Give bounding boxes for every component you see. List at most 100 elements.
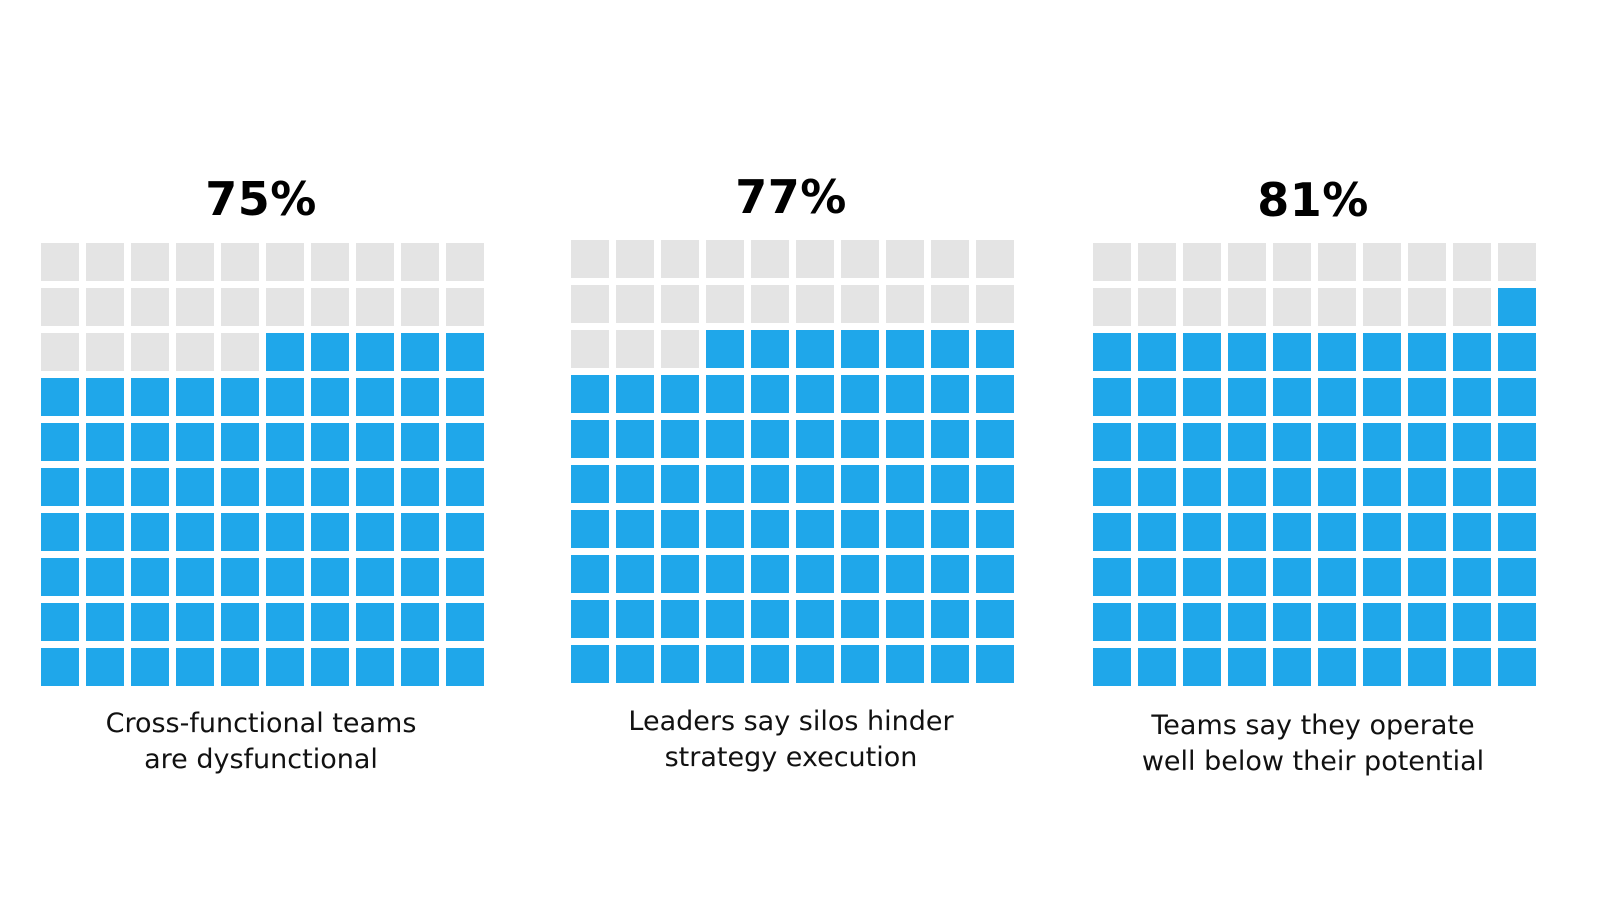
waffle-cell-empty: [131, 243, 169, 281]
waffle-cell-filled: [1273, 558, 1311, 596]
waffle-cell-filled: [1498, 288, 1536, 326]
waffle-cell-empty: [931, 240, 969, 278]
waffle-cell-filled: [1273, 648, 1311, 686]
waffle-cell-empty: [86, 333, 124, 371]
waffle-cell-filled: [1228, 423, 1266, 461]
waffle-cell-filled: [976, 330, 1014, 368]
waffle-cell-filled: [311, 648, 349, 686]
waffle-cell-filled: [1228, 468, 1266, 506]
waffle-cell-empty: [571, 285, 609, 323]
waffle-cell-empty: [751, 285, 789, 323]
waffle-cell-filled: [751, 510, 789, 548]
waffle-cell-filled: [886, 510, 924, 548]
waffle-cell-empty: [1408, 288, 1446, 326]
waffle-cell-empty: [1273, 288, 1311, 326]
waffle-cell-filled: [841, 375, 879, 413]
waffle-cell-filled: [1273, 513, 1311, 551]
waffle-cell-filled: [131, 378, 169, 416]
waffle-cell-filled: [446, 333, 484, 371]
waffle-cell-empty: [311, 243, 349, 281]
waffle-cell-filled: [1183, 648, 1221, 686]
waffle-cell-filled: [841, 330, 879, 368]
waffle-cell-filled: [1318, 423, 1356, 461]
waffle-cell-filled: [886, 420, 924, 458]
waffle-cell-filled: [176, 558, 214, 596]
waffle-cell-filled: [86, 648, 124, 686]
waffle-cell-filled: [311, 513, 349, 551]
waffle-cell-filled: [41, 558, 79, 596]
waffle-cell-filled: [131, 423, 169, 461]
waffle-cell-filled: [1183, 378, 1221, 416]
waffle-cell-filled: [1498, 378, 1536, 416]
waffle-cell-filled: [1138, 378, 1176, 416]
waffle-cell-filled: [1453, 468, 1491, 506]
waffle-cell-filled: [931, 645, 969, 683]
waffle-cell-filled: [266, 603, 304, 641]
caption-line-1: Cross-functional teams: [105, 708, 417, 739]
waffle-cell-filled: [706, 420, 744, 458]
waffle-cell-filled: [1273, 378, 1311, 416]
waffle-cell-filled: [571, 555, 609, 593]
waffle-cell-filled: [131, 513, 169, 551]
waffle-cell-filled: [446, 468, 484, 506]
waffle-cell-filled: [796, 645, 834, 683]
waffle-cell-filled: [356, 468, 394, 506]
chart-caption: Leaders say silos hinder strategy execut…: [571, 704, 1011, 776]
waffle-cell-filled: [841, 510, 879, 548]
caption-line-2: are dysfunctional: [144, 744, 378, 775]
waffle-cell-empty: [1093, 288, 1131, 326]
waffle-cell-filled: [401, 603, 439, 641]
waffle-cell-empty: [841, 240, 879, 278]
waffle-cell-filled: [1363, 423, 1401, 461]
waffle-cell-empty: [1138, 288, 1176, 326]
waffle-cell-filled: [1498, 558, 1536, 596]
waffle-cell-empty: [266, 288, 304, 326]
waffle-cell-filled: [41, 378, 79, 416]
waffle-cell-filled: [706, 465, 744, 503]
waffle-cell-filled: [1228, 513, 1266, 551]
waffle-cell-empty: [1408, 243, 1446, 281]
waffle-cell-filled: [661, 645, 699, 683]
waffle-cell-filled: [1498, 513, 1536, 551]
waffle-cell-filled: [41, 423, 79, 461]
waffle-cell-filled: [1318, 558, 1356, 596]
waffle-cell-empty: [841, 285, 879, 323]
waffle-cell-filled: [1408, 603, 1446, 641]
waffle-cell-filled: [86, 468, 124, 506]
waffle-cell-filled: [221, 468, 259, 506]
waffle-cell-filled: [311, 423, 349, 461]
waffle-cell-filled: [886, 600, 924, 638]
waffle-cell-empty: [266, 243, 304, 281]
waffle-cell-filled: [976, 600, 1014, 638]
waffle-cell-filled: [1183, 513, 1221, 551]
waffle-cell-filled: [86, 423, 124, 461]
waffle-cell-filled: [616, 510, 654, 548]
waffle-cell-empty: [446, 243, 484, 281]
waffle-cell-filled: [311, 468, 349, 506]
waffle-cell-filled: [661, 510, 699, 548]
waffle-cell-filled: [1228, 648, 1266, 686]
waffle-cell-empty: [616, 240, 654, 278]
waffle-cell-filled: [1363, 558, 1401, 596]
waffle-cell-filled: [706, 330, 744, 368]
waffle-cell-filled: [176, 648, 214, 686]
waffle-cell-filled: [356, 423, 394, 461]
waffle-cell-filled: [221, 603, 259, 641]
waffle-cell-filled: [176, 513, 214, 551]
waffle-cell-filled: [1093, 378, 1131, 416]
waffle-cell-empty: [976, 240, 1014, 278]
waffle-cell-filled: [1498, 468, 1536, 506]
waffle-cell-filled: [616, 465, 654, 503]
waffle-cell-filled: [976, 555, 1014, 593]
waffle-cell-filled: [1228, 333, 1266, 371]
waffle-cell-filled: [221, 423, 259, 461]
waffle-cell-empty: [1138, 243, 1176, 281]
waffle-cell-filled: [796, 510, 834, 548]
waffle-cell-filled: [266, 513, 304, 551]
waffle-cell-filled: [1093, 513, 1131, 551]
waffle-cell-filled: [311, 558, 349, 596]
waffle-cell-empty: [751, 240, 789, 278]
waffle-cell-empty: [886, 240, 924, 278]
waffle-cell-filled: [41, 468, 79, 506]
waffle-cell-filled: [571, 510, 609, 548]
